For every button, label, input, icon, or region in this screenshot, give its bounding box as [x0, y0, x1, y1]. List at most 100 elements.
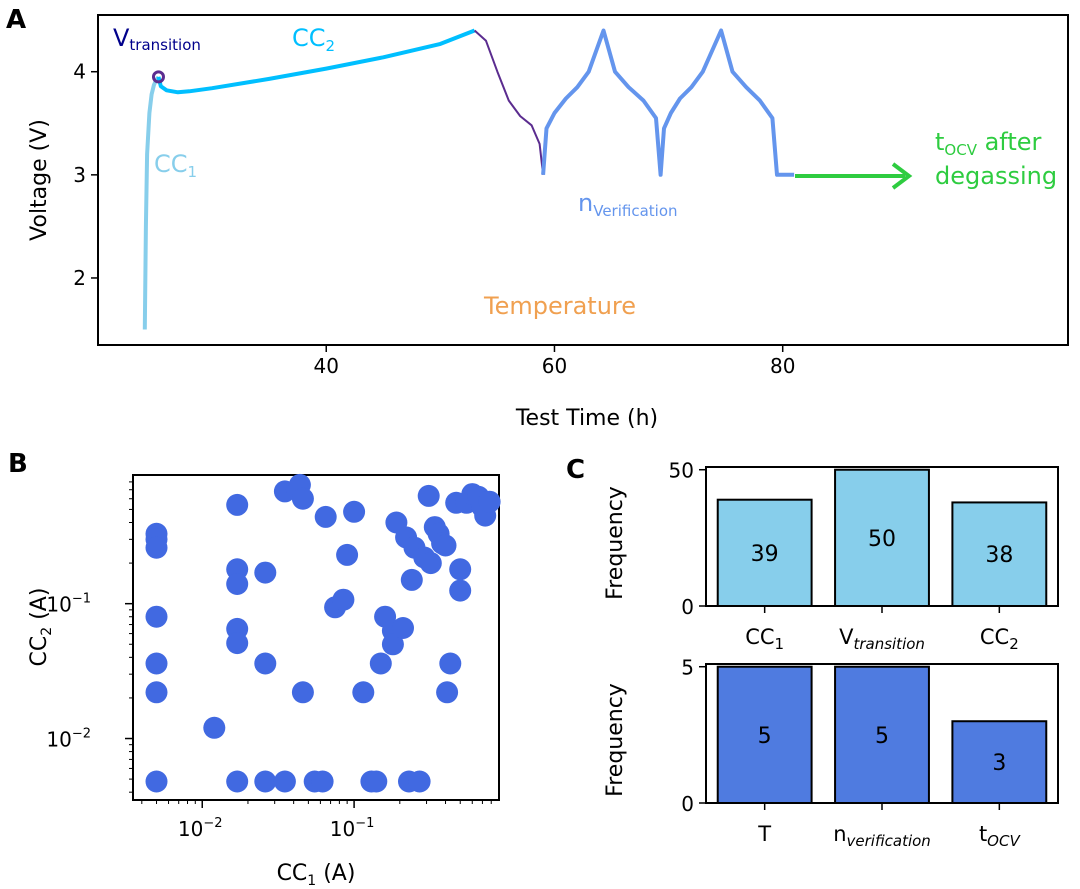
panel-b-xlabel-rest: (A) [316, 861, 355, 886]
panel-a: A 40 60 80 2 3 4 Test Time (h) Voltage (V) Vt… [6, 5, 1069, 431]
panel-b-axes: 10−2 10−110−210−1 [46, 474, 500, 841]
panel-c-bottom: 0 5 5 T 5 nverification 3 tOCV [681, 656, 1059, 850]
annotation-nverification-main: n [578, 189, 593, 217]
scatter-point [254, 561, 277, 584]
panel-a-xtick-label: 60 [542, 354, 567, 378]
bar-category-label: T [757, 822, 771, 846]
scatter-point [392, 617, 414, 639]
bar-ytick-label: 0 [681, 792, 694, 816]
bar-value-label: 5 [875, 724, 889, 749]
scatter-point [439, 652, 462, 675]
vtransition-marker [151, 70, 165, 84]
panel-b-label: B [8, 449, 28, 479]
scatter-point [314, 505, 337, 528]
bar-category-sub: OCV [987, 832, 1021, 850]
bar [951, 720, 1048, 804]
panel-b-ytick-exp: −2 [72, 727, 91, 742]
annotation-cc2-main: CC [292, 24, 326, 52]
panel-b-xtick-label: 10−1 [330, 816, 375, 841]
annotation-ocv-sub: OCV [944, 141, 977, 159]
series-line-CC1 [142, 75, 161, 330]
panel-a-ytick-label: 3 [73, 163, 86, 187]
panel-b-ylabel-sub: 2 [39, 627, 55, 636]
scatter-point [369, 652, 392, 675]
scatter-point [434, 534, 457, 557]
bar-value-label: 3 [992, 751, 1006, 776]
scatter-point [226, 573, 249, 595]
panel-b-xlabel-main: CC [277, 861, 308, 886]
panel-b-ylabel-rest: (A) [27, 588, 52, 627]
bar-ytick-label: 5 [681, 656, 694, 680]
panel-b-points [145, 473, 501, 793]
scatter-point [226, 770, 249, 793]
scatter-point [145, 681, 168, 704]
bar-category-main: V [839, 625, 854, 649]
panel-a-ylabel: Voltage (V) [27, 119, 52, 241]
panel-b-xtick-exp: −2 [203, 816, 222, 831]
bar-category-label: nverification [833, 822, 931, 850]
annotation-ocv-main: t [935, 128, 944, 156]
scatter-point [254, 770, 277, 793]
panel-b-ytick-label: 10−2 [46, 727, 91, 752]
annotation-nverification-sub: Verification [593, 202, 677, 220]
scatter-point [226, 632, 249, 655]
scatter-point [332, 588, 355, 611]
scatter-point [311, 770, 334, 793]
panel-b-xlabel: CC1 (A) [277, 861, 356, 889]
scatter-point [145, 652, 168, 675]
bar-category-label: CC2 [980, 625, 1019, 653]
panel-b: B 10−2 10−110−210−1 CC1 (A) CC2 (A) [8, 449, 501, 889]
panel-b-xtick-base: 10 [178, 817, 203, 841]
bar-category-label: CC1 [745, 625, 784, 653]
annotation-cc2-sub: 2 [326, 37, 336, 55]
panel-b-ytick-exp: −1 [72, 592, 91, 607]
series-line-CC2 [156, 28, 476, 95]
annotation-temperature: Temperature [483, 292, 636, 320]
scatter-point [417, 484, 440, 507]
scatter-point [145, 536, 168, 559]
scatter-point [291, 487, 314, 510]
panel-a-axes: 40 60 80 2 3 4 [73, 14, 1069, 378]
panel-b-xtick-base: 10 [330, 817, 355, 841]
scatter-point [436, 681, 459, 704]
panel-b-xtick-label: 10−2 [178, 816, 223, 841]
panel-b-ytick-base: 10 [46, 593, 71, 617]
bar-category-sub: 1 [775, 635, 785, 653]
panel-b-ylabel: CC2 (A) [27, 588, 55, 667]
bar-category-main: CC [980, 625, 1009, 649]
panel-a-frame [97, 14, 1069, 346]
bar-value-label: 39 [751, 542, 779, 567]
scatter-point [203, 716, 226, 739]
scatter-point [273, 770, 296, 793]
annotation-vtransition-sub: transition [129, 36, 200, 54]
panel-a-series [142, 28, 795, 330]
scatter-point [254, 652, 277, 675]
scatter-point [449, 558, 472, 581]
series-line-nVerification [541, 28, 795, 177]
annotation-vtransition-main: V [113, 24, 130, 52]
bar [716, 498, 813, 607]
bar-category-sub: transition [853, 635, 924, 653]
scatter-point [419, 552, 442, 575]
bar-category-main: t [979, 822, 987, 846]
annotation-ocv-line2: degassing [935, 162, 1057, 190]
panel-c-bottom-ylabel: Frequency [603, 683, 628, 797]
bar-value-label: 50 [868, 527, 896, 552]
panel-c-top-ylabel: Frequency [603, 486, 628, 600]
scatter-point [145, 770, 168, 793]
bar-ytick-label: 0 [681, 595, 694, 619]
annotation-cc1-main: CC [154, 150, 188, 178]
panel-b-frame [132, 474, 500, 801]
scatter-point [408, 770, 431, 793]
series-line-discharge [473, 29, 545, 175]
bar-value-label: 5 [758, 724, 772, 749]
panel-b-xtick-exp: −1 [355, 816, 374, 831]
panel-a-xlabel: Test Time (h) [515, 406, 658, 431]
scatter-point [381, 633, 404, 656]
annotation-ocv-rest: after [977, 128, 1042, 156]
panel-b-ytick-label: 10−1 [46, 592, 91, 617]
bar [834, 468, 930, 607]
scatter-point [291, 681, 314, 704]
scatter-point [365, 770, 388, 793]
panel-c-label: C [566, 455, 585, 485]
